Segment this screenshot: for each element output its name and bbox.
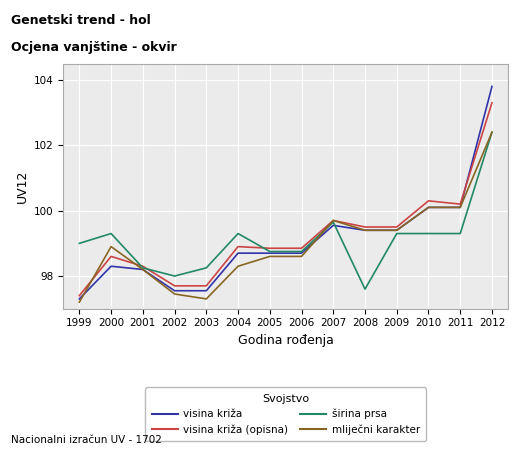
Y-axis label: UV12: UV12	[15, 169, 29, 203]
X-axis label: Godina rođenja: Godina rođenja	[238, 334, 334, 347]
Text: Genetski trend - hol: Genetski trend - hol	[11, 14, 150, 27]
Legend: visina križa, visina križa (opisna), širina prsa, mliječni karakter: visina križa, visina križa (opisna), šir…	[145, 387, 426, 441]
Text: Nacionalni izračun UV - 1702: Nacionalni izračun UV - 1702	[11, 435, 161, 445]
Text: Ocjena vanjštine - okvir: Ocjena vanjštine - okvir	[11, 41, 176, 54]
